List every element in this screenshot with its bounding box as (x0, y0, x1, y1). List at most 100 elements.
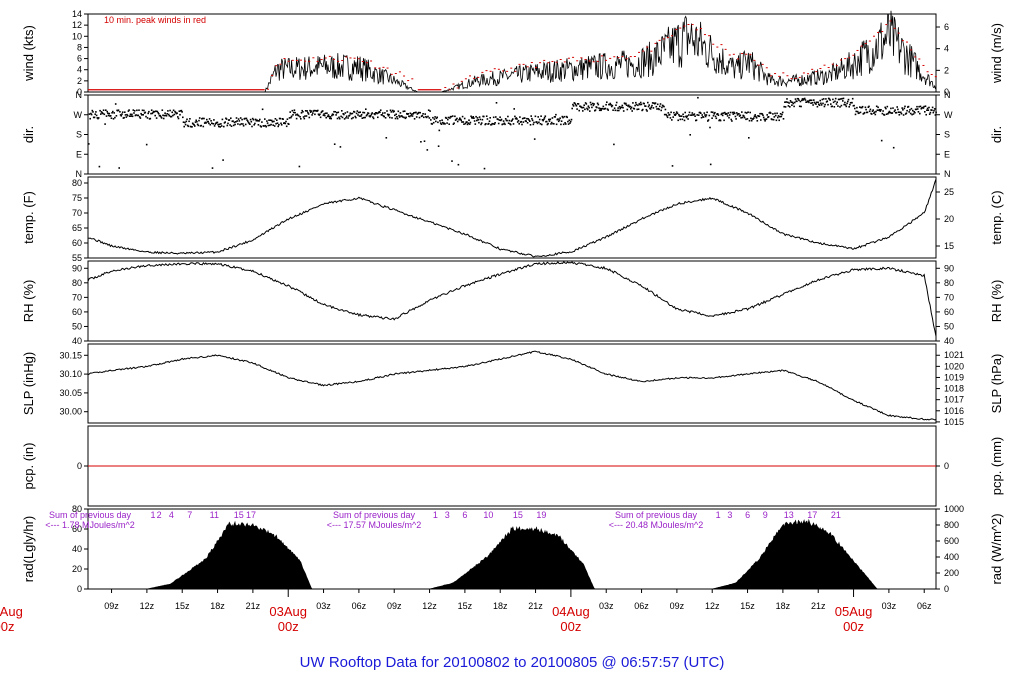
dir-point (904, 105, 906, 108)
dir-point (924, 111, 926, 113)
dir-point (187, 125, 190, 128)
dir-point (837, 105, 839, 107)
dir-point (675, 111, 678, 113)
right-tick-label-rad: 600 (944, 536, 959, 546)
dir-point (546, 123, 549, 126)
dir-point (723, 119, 725, 122)
dir-point (589, 110, 591, 112)
dir-point (920, 107, 923, 110)
dir-point (463, 117, 466, 120)
dir-point (146, 117, 149, 119)
right-tick-label-dir: W (944, 110, 953, 120)
dir-point (114, 116, 116, 119)
dir-point (449, 117, 451, 119)
dir-point (885, 107, 887, 110)
dir-point (549, 118, 552, 121)
dir-point (455, 118, 458, 121)
right-tick-label-rh: 60 (944, 307, 954, 317)
dir-point (871, 110, 874, 112)
dir-point (651, 102, 654, 104)
left-tick-label-slp: 30.15 (59, 350, 82, 360)
dir-point (922, 107, 925, 109)
dir-point (917, 111, 920, 113)
right-tick-label-rh: 70 (944, 292, 954, 302)
dir-point (440, 123, 443, 125)
dir-point (127, 110, 130, 112)
dir-point (310, 110, 313, 112)
dir-point (350, 113, 352, 115)
dir-point (558, 119, 561, 121)
dir-point (329, 116, 332, 118)
right-tick-label-dir: N (944, 169, 951, 179)
right-tick-label-rad: 0 (944, 584, 949, 594)
dir-point (574, 103, 577, 106)
dir-point (238, 120, 241, 122)
dir-point (152, 111, 154, 114)
rad-hour-label: 17 (246, 510, 256, 520)
dir-point (239, 123, 241, 126)
dir-point (629, 105, 631, 108)
dir-point (149, 117, 152, 120)
x-tick-label: 12z (140, 601, 155, 611)
dir-point (502, 123, 504, 125)
dir-point (873, 111, 876, 113)
dir-point (743, 115, 745, 117)
dir-point (97, 117, 100, 119)
dir-point (384, 112, 386, 114)
dir-point (555, 113, 557, 116)
dir-point (721, 114, 724, 117)
dir-point (648, 104, 650, 106)
dir-point (258, 120, 260, 122)
dir-point (590, 103, 592, 106)
dir-point (230, 117, 232, 119)
dir-point (670, 111, 672, 114)
dir-point (907, 105, 910, 108)
dir-point (275, 122, 277, 125)
dir-point (747, 111, 749, 113)
dir-point (541, 123, 543, 126)
dir-point (276, 122, 279, 124)
dir-point (408, 115, 411, 118)
rad-hour-label: 10 (483, 510, 493, 520)
dir-point (155, 110, 157, 112)
dir-point (206, 118, 208, 121)
dir-point (397, 110, 400, 113)
dir-point (587, 105, 590, 107)
dir-point (594, 109, 597, 111)
dir-point (132, 109, 135, 111)
dir-point (554, 116, 556, 118)
dir-point (931, 106, 934, 109)
x-tick-label: 15z (458, 601, 473, 611)
dir-point (536, 121, 538, 123)
dir-point (772, 113, 774, 115)
dir-point (277, 125, 279, 128)
dir-point (880, 139, 883, 142)
dir-point (714, 111, 716, 114)
panel-frame-wind (87, 13, 937, 93)
dir-point (155, 117, 158, 119)
x-tick-label: 18z (210, 601, 225, 611)
dir-point (485, 123, 487, 125)
dir-point (702, 116, 705, 118)
dir-point (901, 107, 903, 109)
rad-hour-label: 21 (831, 510, 841, 520)
dir-point (923, 105, 925, 108)
dir-point (829, 99, 831, 101)
dir-point (898, 114, 901, 116)
dir-point (777, 115, 780, 117)
right-tick-label-slp: 1021 (944, 350, 964, 360)
dir-point (812, 104, 814, 106)
x-tick-label: 21z (246, 601, 261, 611)
dir-point (461, 121, 463, 123)
dir-point (822, 102, 824, 105)
dir-point (565, 123, 567, 125)
dir-point (913, 111, 915, 113)
dir-point (201, 117, 204, 120)
dir-point (822, 98, 825, 100)
dir-point (748, 119, 751, 122)
dir-point (522, 121, 525, 123)
dir-point (193, 124, 195, 126)
dir-point (871, 113, 873, 115)
dir-point (727, 112, 730, 114)
dir-point (916, 108, 919, 110)
